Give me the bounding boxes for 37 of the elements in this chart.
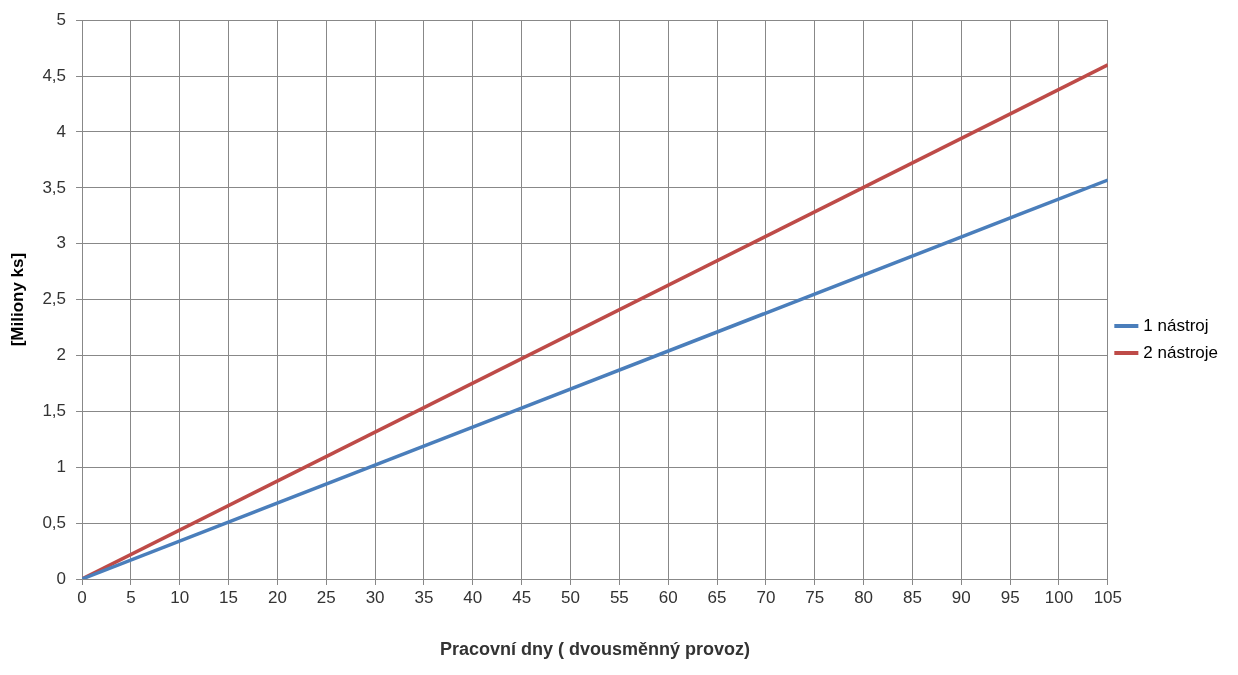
legend-label: 2 nástroje <box>1143 342 1219 362</box>
x-tick-label: 75 <box>805 587 825 607</box>
x-tick-label: 95 <box>1000 587 1020 607</box>
x-tick-label: 105 <box>1093 587 1123 607</box>
legend-label: 1 nástroj <box>1143 315 1209 335</box>
x-tick-label: 65 <box>707 587 727 607</box>
x-tick-label: 70 <box>756 587 776 607</box>
y-tick-label: 2 <box>56 345 67 365</box>
x-tick-label: 50 <box>561 587 580 607</box>
x-axis-title: Pracovní dny ( dvousměnný provoz) <box>439 639 750 660</box>
x-tick-label: 40 <box>463 587 483 607</box>
x-tick-label: 80 <box>854 587 874 607</box>
x-tick-label: 10 <box>170 587 190 607</box>
y-tick-label: 2,5 <box>42 289 67 309</box>
x-tick-label: 25 <box>316 587 336 607</box>
y-axis-title: [Miliony ks] <box>7 252 27 347</box>
x-tick-label: 55 <box>609 587 629 607</box>
x-tick-label: 0 <box>77 587 87 607</box>
x-tick-label: 5 <box>126 587 136 607</box>
y-tick-label: 3,5 <box>42 177 67 197</box>
y-tick-label: 4,5 <box>42 65 67 85</box>
x-tick-label: 100 <box>1044 587 1074 607</box>
x-tick-label: 35 <box>414 587 434 607</box>
y-tick-label: 5 <box>56 9 67 29</box>
y-tick-label: 0,5 <box>42 512 67 532</box>
x-tick-label: 90 <box>951 587 971 607</box>
y-tick-label: 1 <box>56 456 67 476</box>
x-tick-label: 85 <box>902 587 922 607</box>
x-tick-label: 45 <box>512 587 532 607</box>
y-tick-label: 0 <box>56 568 67 588</box>
y-tick-label: 1,5 <box>42 401 67 421</box>
x-tick-label: 30 <box>365 587 385 607</box>
y-tick-label: 4 <box>56 121 67 141</box>
x-tick-label: 20 <box>267 587 287 607</box>
x-tick-label: 60 <box>658 587 678 607</box>
y-tick-label: 3 <box>56 233 67 253</box>
x-tick-label: 15 <box>219 587 239 607</box>
